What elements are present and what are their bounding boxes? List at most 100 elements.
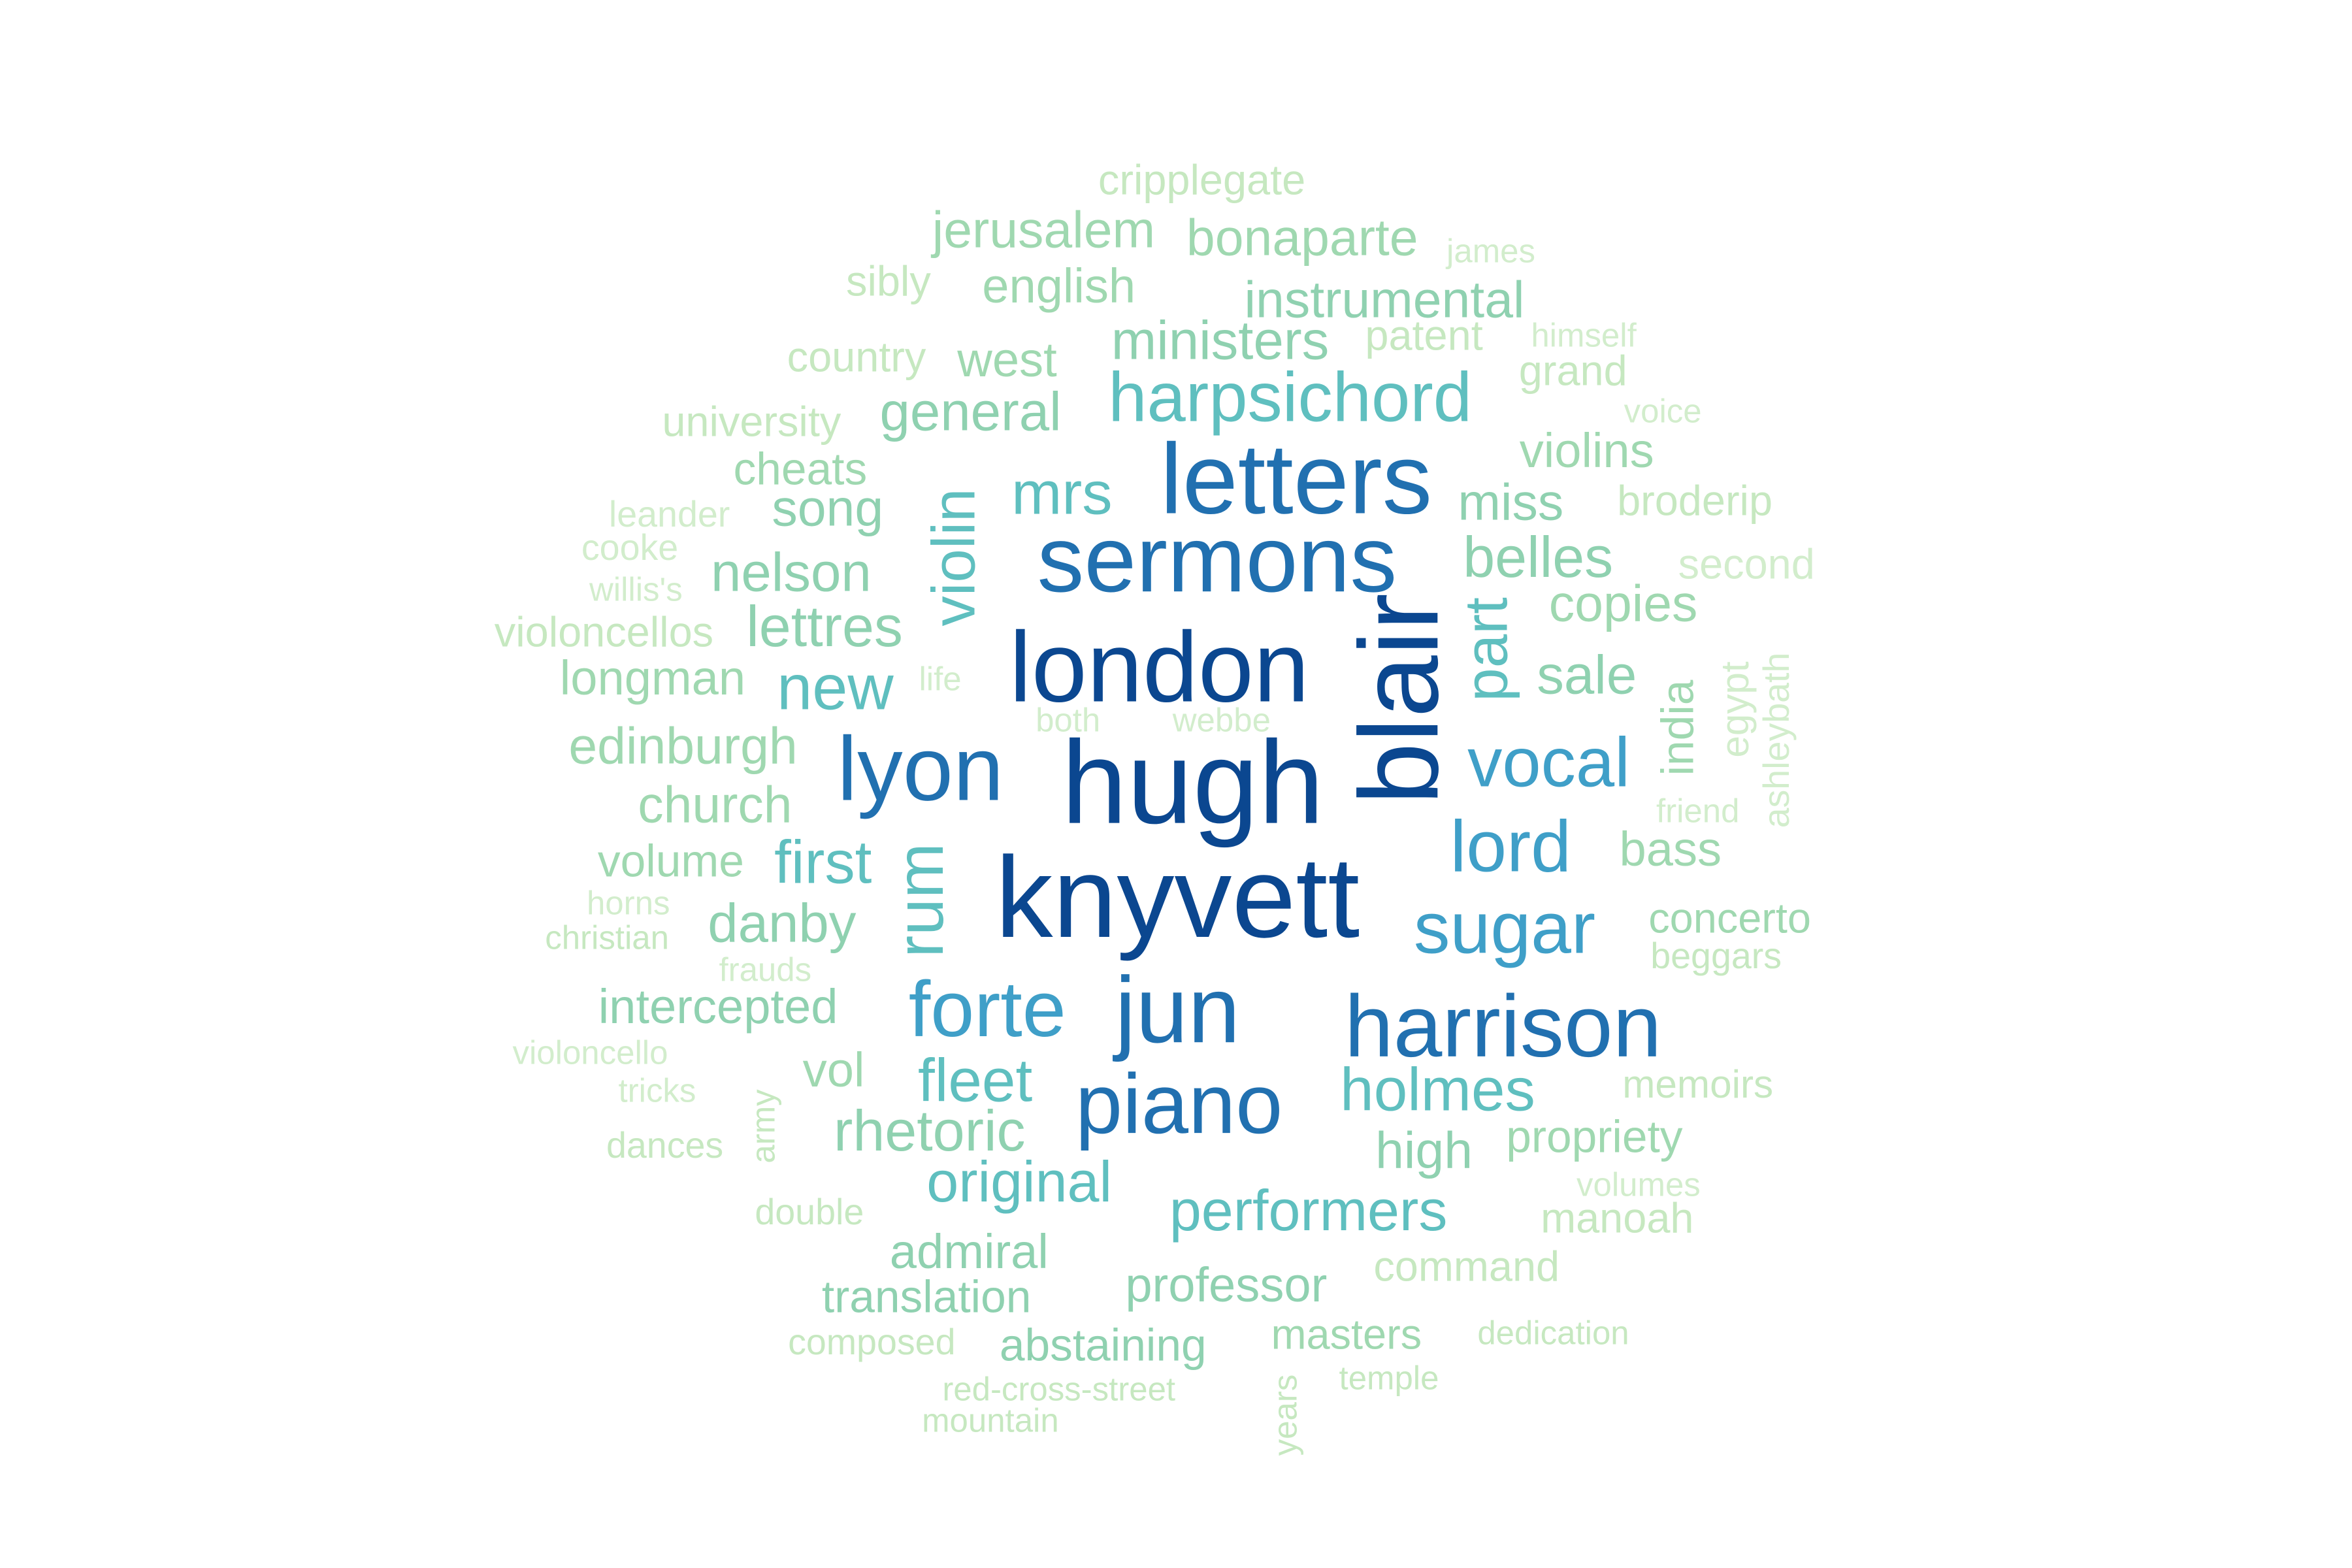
word-intercepted: intercepted [598,979,838,1034]
word-danby: danby [708,892,857,954]
word-harrison: harrison [1344,977,1662,1075]
word-part: part [1452,596,1520,702]
word-james: james [1446,232,1535,270]
word-london: london [1009,612,1309,723]
word-composed: composed [788,1322,956,1363]
word-first: first [774,828,872,897]
word-broderip: broderip [1617,476,1773,525]
word-cheats: cheats [733,443,868,495]
word-abstaining: abstaining [999,1319,1207,1371]
word-mountain: mountain [922,1401,1059,1439]
word-blair: blair [1337,593,1462,806]
word-hugh: hugh [1061,716,1324,849]
word-admiral: admiral [889,1224,1049,1279]
word-horns: horns [586,884,670,922]
word-lord: lord [1450,805,1571,887]
word-cripplegate: cripplegate [1098,155,1306,204]
word-red-cross-street: red-cross-street [942,1370,1176,1408]
word-tricks: tricks [618,1071,696,1109]
word-sibly: sibly [846,257,931,305]
word-willis-s: willis's [589,570,683,608]
word-university: university [662,397,841,446]
word-ministers: ministers [1111,310,1330,371]
word-both: both [1036,701,1101,739]
word-memoirs: memoirs [1622,1061,1774,1106]
word-second: second [1678,540,1815,588]
word-patent: patent [1365,311,1483,359]
word-performers: performers [1169,1178,1448,1243]
word-general: general [879,381,1062,442]
word-english: english [982,258,1136,313]
word-years: years [1266,1374,1304,1456]
word-mrs: mrs [1011,459,1113,527]
word-bonaparte: bonaparte [1186,208,1418,267]
word-life: life [919,660,962,698]
word-instrumental: instrumental [1244,270,1525,329]
word-sale: sale [1537,644,1637,706]
word-propriety: propriety [1506,1111,1683,1162]
word-edinburgh: edinburgh [568,717,798,775]
word-knyvett: knyvett [995,833,1360,962]
word-lyon: lyon [837,718,1004,820]
word-friend: friend [1656,792,1740,830]
word-egypt: egypt [1712,661,1757,759]
word-himself: himself [1531,316,1637,354]
word-manoah: manoah [1541,1194,1694,1242]
word-bass: bass [1619,821,1722,876]
word-violins: violins [1519,423,1654,478]
word-country: country [787,333,926,381]
word-masters: masters [1271,1310,1422,1358]
word-longman: longman [559,650,746,705]
word-west: west [957,333,1057,387]
word-jun: jun [1115,958,1241,1063]
word-ashleybath: ashleybath [1756,652,1797,828]
word-double: double [755,1191,864,1232]
word-jerusalem: jerusalem [932,201,1156,259]
word-copies: copies [1548,574,1698,632]
word-church: church [638,776,792,834]
word-sermons: sermons [1037,507,1397,612]
word-volume: volume [597,835,744,887]
word-violoncello: violoncello [512,1034,668,1071]
word-miss: miss [1458,473,1564,531]
word-rhetoric: rhetoric [834,1098,1026,1163]
word-fleet: fleet [918,1046,1033,1115]
word-command: command [1373,1242,1560,1290]
word-voice: voice [1624,392,1702,430]
word-piano: piano [1075,1057,1283,1152]
word-holmes: holmes [1340,1055,1535,1124]
word-vocal: vocal [1467,723,1630,802]
word-professor: professor [1125,1257,1328,1312]
word-lettres: lettres [746,594,903,659]
word-beggars: beggars [1650,936,1782,977]
word-christian: christian [545,919,669,956]
word-translation: translation [821,1271,1032,1322]
word-forte: forte [908,964,1066,1053]
word-temple: temple [1339,1359,1439,1397]
word-volumes: volumes [1576,1166,1701,1203]
word-dances: dances [606,1124,724,1166]
word-india: india [1652,679,1703,776]
word-vol: vol [802,1042,865,1097]
word-cooke: cooke [581,527,679,568]
word-dedication: dedication [1477,1314,1629,1352]
word-original: original [926,1149,1113,1215]
word-violin: violin [919,487,988,627]
word-letters: letters [1160,423,1433,535]
word-grand: grand [1518,346,1627,395]
word-army: army [744,1088,782,1164]
word-leander: leander [608,493,730,534]
word-webbe: webbe [1172,701,1271,739]
word-new: new [777,651,894,723]
word-sugar: sugar [1413,887,1596,969]
word-nelson: nelson [711,541,872,602]
word-rum: rum [882,843,957,958]
word-frauds: frauds [719,951,812,988]
word-high: high [1375,1121,1473,1179]
word-concerto: concerto [1648,894,1811,942]
word-harpsichord: harpsichord [1108,358,1472,436]
word-violoncellos: violoncellos [494,608,714,656]
word-belles: belles [1463,524,1614,589]
